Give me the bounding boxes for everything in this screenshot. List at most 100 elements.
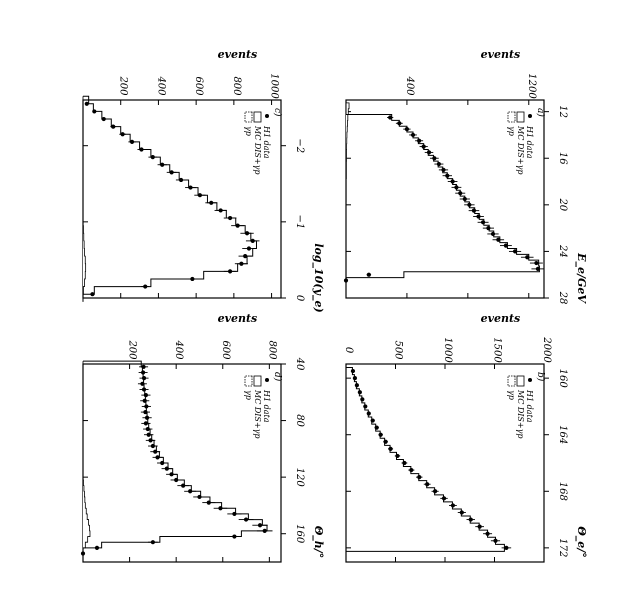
data-point <box>150 155 155 160</box>
legend-entry: H1 data <box>525 125 534 159</box>
data-point <box>243 254 248 259</box>
data-point <box>477 524 482 529</box>
data-point <box>160 162 165 167</box>
y-tick-label: 600 <box>193 76 204 96</box>
data-point <box>153 449 158 454</box>
y-tick-label: 200 <box>127 339 138 360</box>
legend-mc-swatch <box>516 375 525 387</box>
x-tick-label: 168 <box>557 482 568 501</box>
y-axis-label: events <box>481 312 521 325</box>
data-point <box>535 266 541 271</box>
data-point <box>366 411 371 416</box>
y-tick-label: 1500 <box>492 337 503 363</box>
panel-label: d) <box>272 372 283 382</box>
data-point <box>402 460 407 466</box>
data-point <box>471 208 477 213</box>
data-point <box>441 496 447 501</box>
data-point <box>410 132 416 138</box>
y-tick-label: 1000 <box>269 73 280 99</box>
x-tick-label: 28 <box>557 291 568 305</box>
y-axis-label: events <box>218 48 258 61</box>
data-point <box>441 167 446 172</box>
legend-data-marker <box>265 114 269 118</box>
y-tick-label: 400 <box>155 75 166 96</box>
data-point <box>397 121 402 126</box>
data-point <box>360 397 365 402</box>
legend-entry: γp <box>507 390 516 400</box>
data-point <box>459 510 464 515</box>
data-point <box>425 482 430 487</box>
data-point <box>143 409 148 415</box>
data-point <box>129 139 135 144</box>
data-point <box>445 173 450 178</box>
legend-data-marker <box>528 378 532 382</box>
data-point <box>235 223 240 228</box>
data-point <box>155 455 160 460</box>
data-point <box>111 124 116 129</box>
data-point <box>232 534 237 539</box>
y-tick-label: 400 <box>173 339 184 360</box>
legend-entry: MC DIS+γp <box>253 389 262 439</box>
data-point <box>357 390 362 395</box>
data-point <box>503 243 509 248</box>
x-axis-label: Θ_e/° <box>574 526 588 558</box>
x-tick-label: 172 <box>557 538 568 557</box>
data-point <box>169 472 174 477</box>
panel-label: b) <box>535 372 546 382</box>
data-point <box>395 453 400 459</box>
data-point <box>467 202 472 207</box>
data-point <box>164 466 169 471</box>
legend-gp-swatch <box>244 111 253 123</box>
data-point <box>354 383 359 388</box>
x-tick-label: 164 <box>557 425 568 444</box>
legend-mc-swatch <box>253 111 262 123</box>
data-point <box>92 109 97 114</box>
data-point <box>146 432 151 437</box>
data-point <box>174 477 179 483</box>
data-point <box>450 179 455 184</box>
legend-gp-swatch <box>507 111 516 123</box>
data-point <box>512 249 518 254</box>
data-point <box>206 500 211 505</box>
data-point <box>94 545 100 550</box>
y-tick-label: 800 <box>231 76 242 96</box>
x-tick-label: 120 <box>294 468 305 488</box>
data-point <box>490 231 496 237</box>
mc-total-histogram <box>346 367 505 552</box>
data-point <box>227 215 233 221</box>
legend-gp-swatch <box>507 375 516 387</box>
data-point <box>197 193 203 198</box>
data-point <box>468 517 473 522</box>
data-point <box>218 208 223 213</box>
data-point <box>250 238 255 243</box>
mc-gp-histogram <box>82 96 87 302</box>
data-point <box>144 404 149 409</box>
x-tick-label: −2 <box>294 138 305 153</box>
data-point <box>352 376 358 381</box>
y-tick-label: 400 <box>404 75 415 96</box>
y-tick-label: 800 <box>266 340 277 360</box>
data-point <box>404 127 410 132</box>
data-point <box>239 261 244 266</box>
data-point <box>417 138 422 143</box>
data-point <box>485 531 490 536</box>
data-point <box>150 443 155 449</box>
y-tick-label: 600 <box>220 340 231 360</box>
data-point <box>141 364 146 369</box>
legend-mc-swatch <box>253 375 262 387</box>
y-tick-label: 500 <box>393 340 404 360</box>
data-point <box>232 511 237 517</box>
data-point <box>436 161 442 167</box>
data-point <box>190 276 195 282</box>
legend-entry: H1 data <box>262 389 271 423</box>
data-point <box>476 214 481 219</box>
data-point <box>243 517 249 522</box>
y-tick-label: 200 <box>118 75 129 96</box>
data-point <box>227 269 233 274</box>
data-point <box>160 460 165 466</box>
data-point <box>496 237 501 242</box>
data-point <box>454 185 459 190</box>
y-tick-label: 2000 <box>541 336 552 363</box>
data-point <box>426 150 432 155</box>
